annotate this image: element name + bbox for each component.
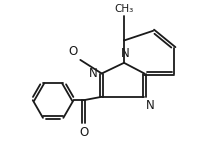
Text: N: N xyxy=(89,67,98,80)
Text: O: O xyxy=(69,45,78,58)
Text: CH₃: CH₃ xyxy=(114,4,134,14)
Text: O: O xyxy=(79,126,88,139)
Text: N: N xyxy=(146,99,155,112)
Text: N: N xyxy=(121,47,129,60)
